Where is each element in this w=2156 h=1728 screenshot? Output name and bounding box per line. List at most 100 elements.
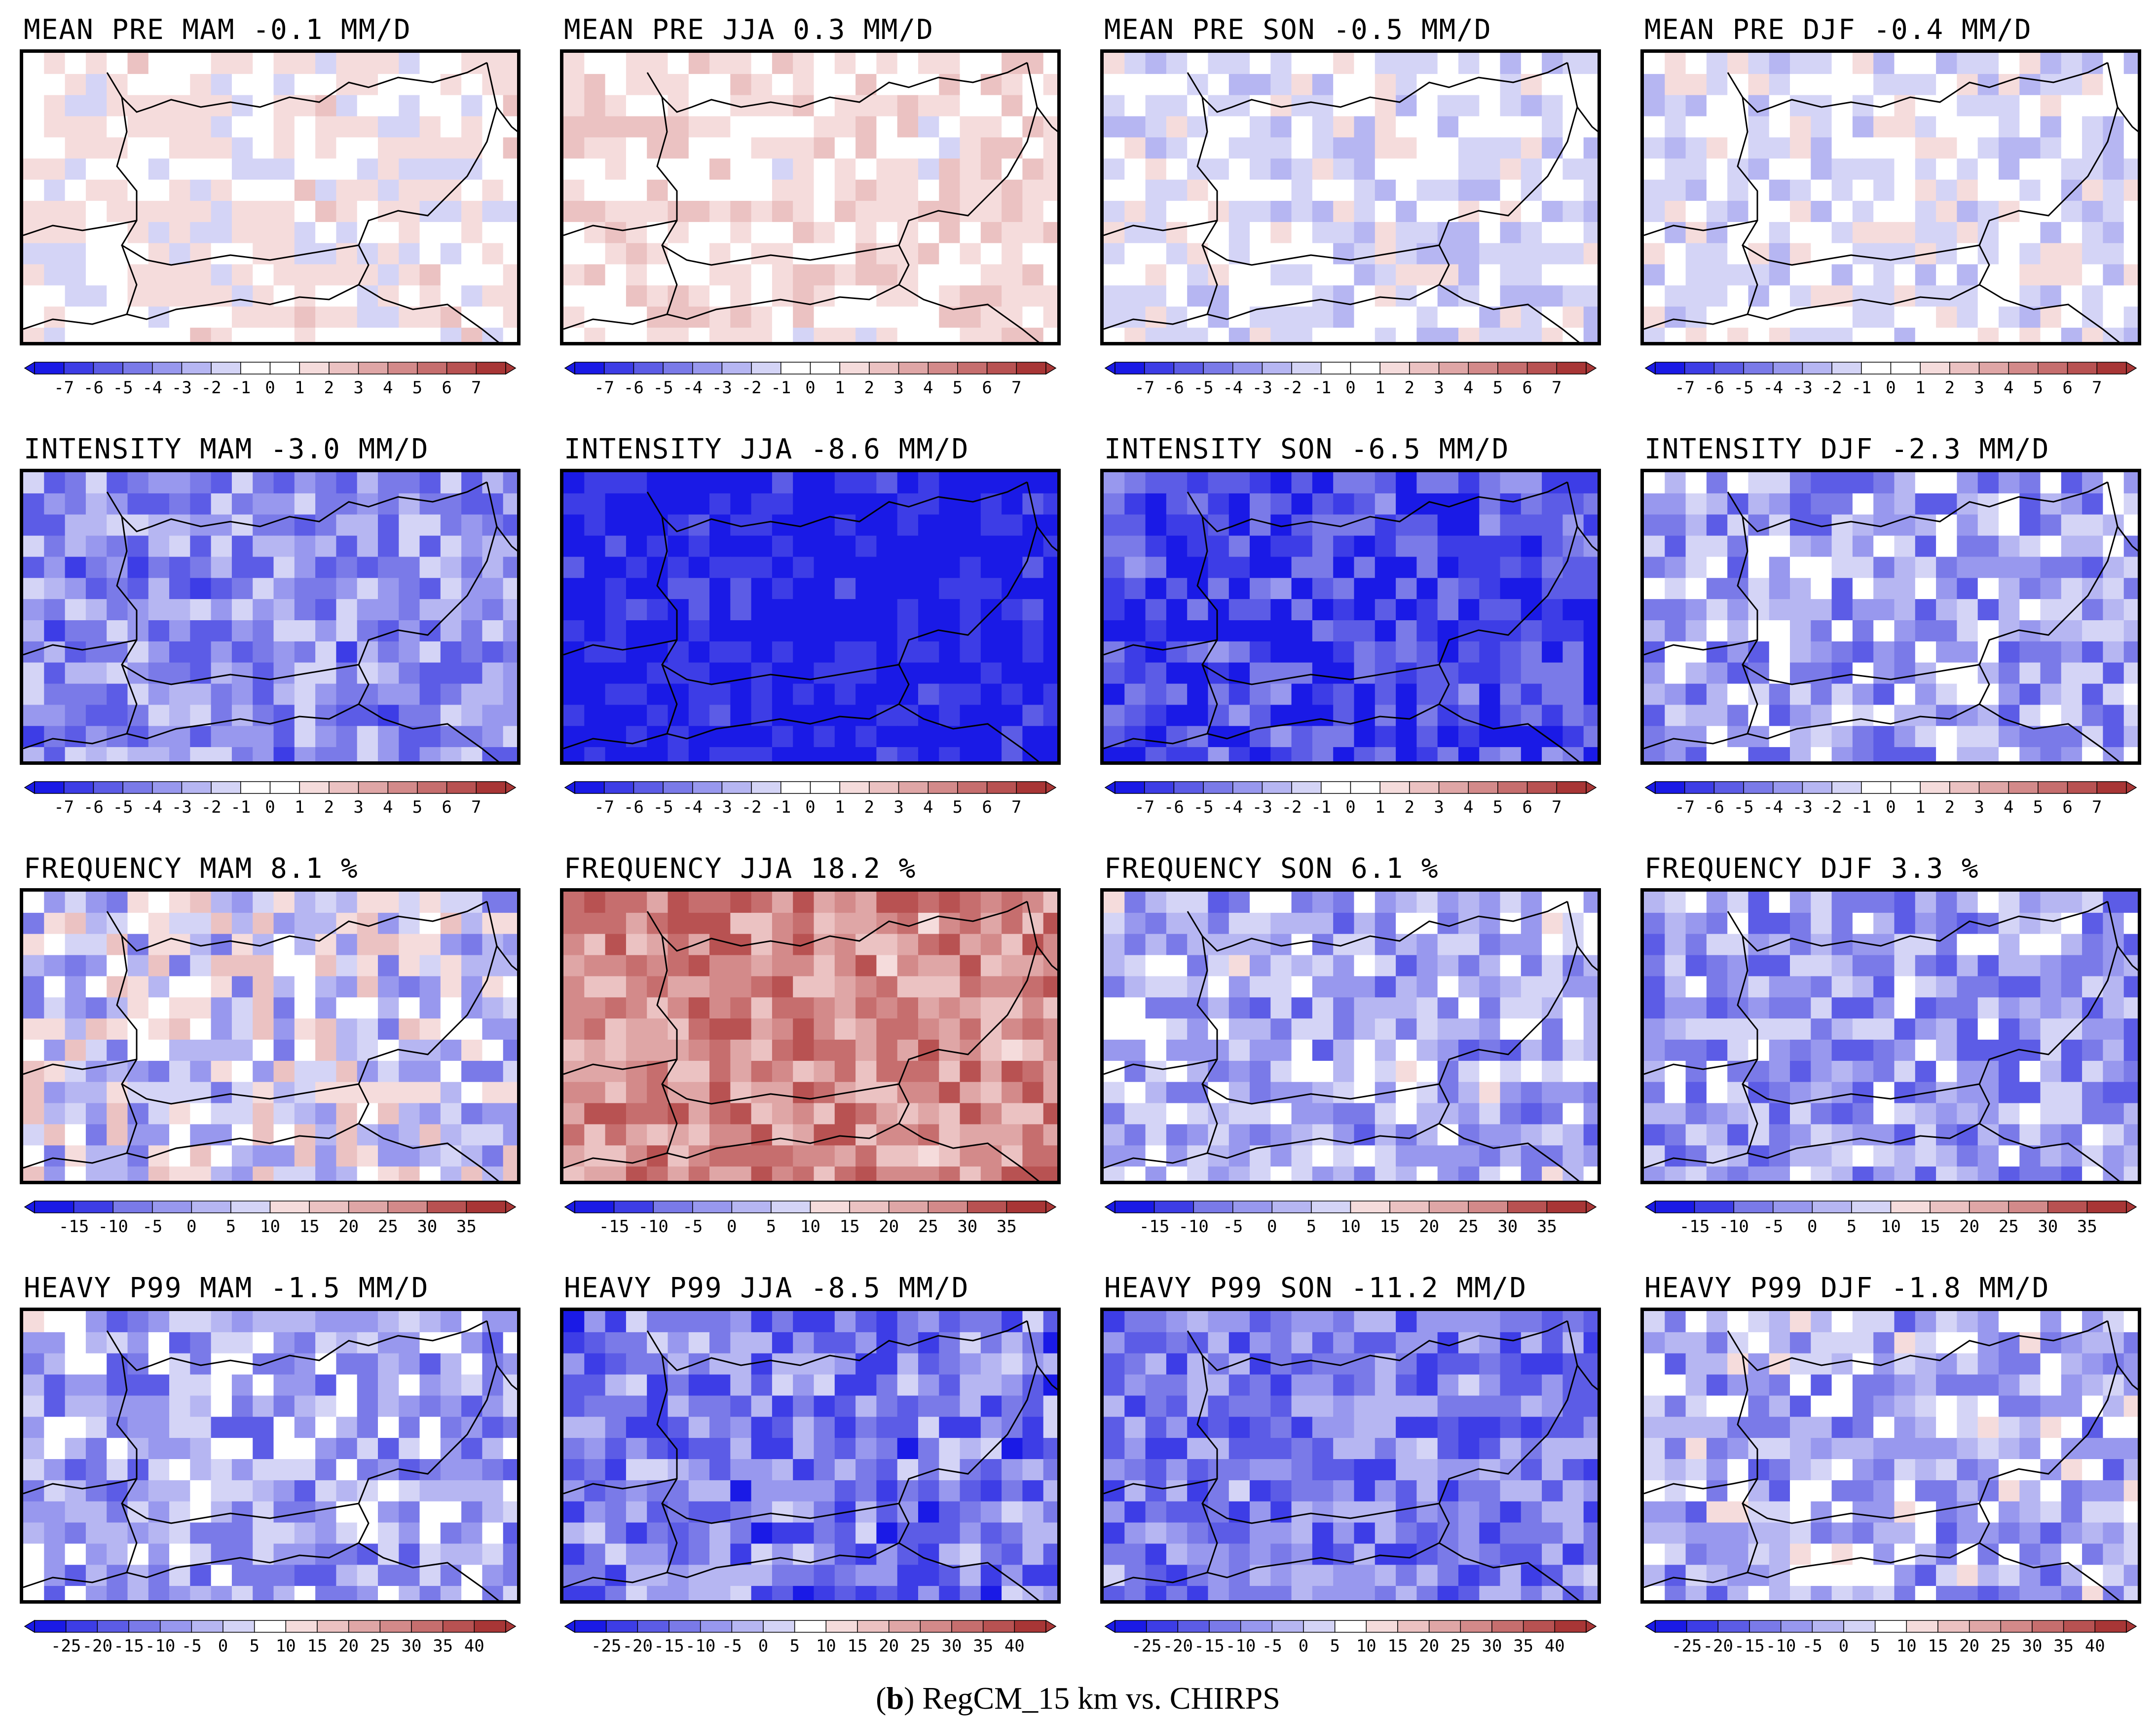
heatmap-cell: [1124, 201, 1146, 223]
heatmap-cell: [148, 683, 170, 706]
heatmap-cell: [793, 493, 815, 515]
heatmap-cell: [980, 472, 1003, 494]
heatmap-cell: [1644, 1018, 1666, 1040]
heatmap-cell: [211, 1395, 232, 1418]
colorbar-tick-label: -5: [682, 1217, 703, 1237]
heatmap-cell: [357, 747, 378, 761]
heatmap-cell: [1790, 892, 1812, 913]
heatmap-cell: [605, 328, 627, 342]
heatmap-cell: [1685, 514, 1707, 536]
heatmap-cell: [1002, 1332, 1023, 1354]
heatmap-cell: [1811, 1124, 1832, 1146]
heatmap-cell: [1104, 641, 1125, 663]
heatmap-cell: [190, 472, 212, 494]
heatmap-cell: [1437, 472, 1459, 494]
heatmap-cell: [1811, 599, 1832, 621]
colorbar-tick-label: 15: [1920, 1217, 1940, 1237]
heatmap-cell: [85, 705, 108, 727]
heatmap-cell: [1852, 201, 1874, 223]
heatmap-cell: [939, 557, 961, 579]
colorbar-swatch: [1262, 781, 1292, 794]
heatmap-cell: [1312, 620, 1334, 642]
heatmap-cell: [1022, 306, 1044, 329]
colorbar-tick-label: 7: [1552, 378, 1562, 398]
heatmap-cell: [668, 662, 689, 684]
heatmap-cell: [399, 328, 420, 342]
heatmap-cell: [1957, 747, 1978, 761]
heatmap-cell: [1748, 472, 1770, 494]
heatmap-cell: [1166, 74, 1188, 96]
heatmap-cell: [960, 1124, 981, 1146]
heatmap-cell: [605, 955, 627, 977]
heatmap-cell: [1977, 180, 1999, 201]
heatmap-cell: [336, 74, 358, 96]
colorbar-swatch: [1890, 1201, 1931, 1213]
chart-panel: INTENSITY DJF -2.3 mm/d -7 -6 -5 -4 -3 -2 -1 0 1 2…: [1640, 424, 2141, 829]
heatmap-cell: [1333, 1040, 1355, 1061]
heatmap-cell: [1831, 934, 1853, 956]
heatmap-cell: [688, 997, 710, 1019]
heatmap-cell: [315, 997, 337, 1019]
colorbar-swatch: [446, 362, 477, 375]
country-border: [358, 1123, 499, 1181]
heatmap-cell: [1416, 955, 1438, 977]
heatmap-cell: [1437, 285, 1459, 307]
heatmap-cell: [1396, 328, 1417, 342]
heatmap-cell: [960, 620, 981, 642]
heatmap-cell: [294, 137, 316, 159]
heatmap-cell: [688, 222, 710, 244]
heatmap-cell: [85, 1395, 108, 1418]
heatmap-cell: [190, 116, 212, 138]
heatmap-cell: [876, 472, 898, 494]
heatmap-cell: [688, 137, 710, 159]
heatmap-cell: [1291, 1145, 1313, 1167]
colorbar-tick-label: 30: [957, 1217, 978, 1237]
heatmap-cell: [2123, 1040, 2138, 1061]
heatmap-cell: [2082, 934, 2104, 956]
heatmap-cell: [211, 493, 232, 515]
heatmap-cell: [190, 1124, 212, 1146]
heatmap-cell: [876, 892, 898, 913]
heatmap-cell: [668, 1311, 689, 1333]
heatmap-cell: [1957, 306, 1978, 329]
heatmap-cell: [169, 1395, 191, 1418]
heatmap-cell: [1250, 641, 1271, 663]
heatmap-cell: [1354, 599, 1375, 621]
heatmap-cell: [1852, 976, 1874, 998]
heatmap-cell: [190, 1145, 212, 1167]
heatmap-cell: [834, 158, 856, 181]
heatmap-cell: [1396, 535, 1417, 558]
colorbar-tick-label: 35: [2077, 1217, 2097, 1237]
colorbar-tick-label: 6: [442, 797, 452, 817]
heatmap-cell: [1228, 1103, 1251, 1125]
heatmap-cell: [605, 997, 627, 1019]
heatmap-cell: [482, 578, 504, 600]
colorbar-tick-label: 2: [324, 797, 335, 817]
heatmap-cell: [503, 1040, 517, 1061]
heatmap-cell: [1166, 705, 1188, 727]
heatmap-cell: [730, 1040, 752, 1061]
heatmap-cell: [1665, 95, 1686, 117]
colorbar-swatch: [93, 362, 123, 375]
heatmap-cell: [751, 222, 773, 244]
heatmap-cell: [814, 158, 835, 181]
heatmap-cell: [668, 1060, 689, 1083]
heatmap-cell: [1145, 306, 1167, 329]
heatmap-cell: [461, 243, 483, 265]
heatmap-cell: [2061, 578, 2083, 600]
heatmap-cell: [626, 1332, 648, 1354]
colorbar-swatch: [781, 781, 811, 794]
heatmap-cell: [1977, 1124, 1999, 1146]
heatmap-cell: [939, 158, 961, 181]
heatmap-cell: [1002, 620, 1023, 642]
heatmap-cell: [1416, 472, 1438, 494]
heatmap-cell: [231, 1522, 254, 1544]
heatmap-cell: [1748, 747, 1770, 761]
heatmap-cell: [1500, 976, 1522, 998]
heatmap-cell: [419, 747, 441, 761]
heatmap-cell: [1022, 285, 1044, 307]
heatmap-cell: [1312, 328, 1334, 342]
heatmap-cell: [1270, 1060, 1292, 1083]
heatmap-cell: [1644, 1145, 1666, 1167]
heatmap-cell: [1145, 493, 1167, 515]
